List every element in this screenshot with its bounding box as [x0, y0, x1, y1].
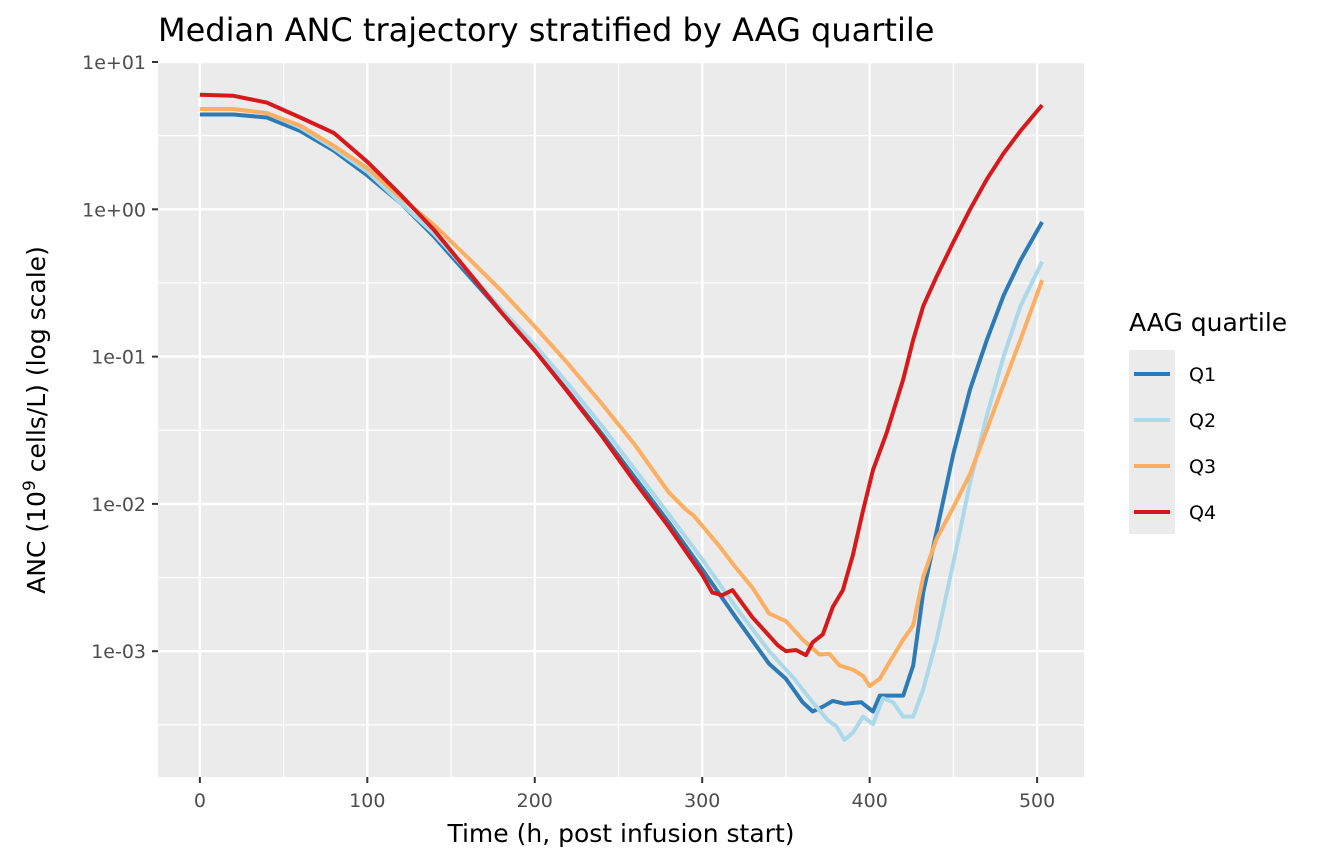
- x-tick-label: 500: [1019, 790, 1055, 812]
- y-axis: 1e+01 1e+00 1e-01 1e-02 1e-03: [82, 52, 158, 663]
- legend-label-q3: Q3: [1189, 456, 1216, 478]
- y-tick-label: 1e-02: [91, 494, 146, 516]
- major-gridlines: [158, 60, 1084, 777]
- x-tick-label: 100: [349, 790, 385, 812]
- x-tick-label: 400: [852, 790, 888, 812]
- x-tick-label: 300: [684, 790, 720, 812]
- chart-title: Median ANC trajectory stratified by AAG …: [158, 11, 934, 49]
- y-tick-label: 1e-01: [91, 347, 146, 369]
- legend-title: AAG quartile: [1129, 308, 1287, 337]
- legend-label-q1: Q1: [1189, 364, 1216, 386]
- legend-label-q2: Q2: [1189, 410, 1216, 432]
- plot-panel: [158, 62, 1084, 777]
- series-line-q2: [199, 107, 1044, 742]
- x-axis-title: Time (h, post infusion start): [446, 819, 794, 848]
- y-tick-label: 1e+01: [82, 52, 146, 74]
- series-lines: [199, 92, 1044, 742]
- y-tick-label: 1e+00: [82, 199, 146, 221]
- x-axis: 0 100 200 300 400 500: [194, 777, 1055, 812]
- y-axis-title: ANC (109 cells/L) (log scale): [20, 246, 51, 594]
- y-axis-title-exponent: 9: [20, 480, 40, 491]
- y-axis-title-suffix: cells/L) (log scale): [22, 246, 51, 480]
- y-tick-label: 1e-03: [91, 641, 146, 663]
- y-axis-title-prefix: ANC (10: [22, 491, 51, 594]
- x-tick-label: 0: [194, 790, 206, 812]
- series-line-q4: [199, 92, 1044, 658]
- legend-label-q4: Q4: [1189, 502, 1216, 524]
- x-tick-label: 200: [517, 790, 553, 812]
- legend-key-background: [1129, 350, 1175, 534]
- legend: AAG quartile Q1 Q2 Q3 Q4: [1129, 308, 1287, 534]
